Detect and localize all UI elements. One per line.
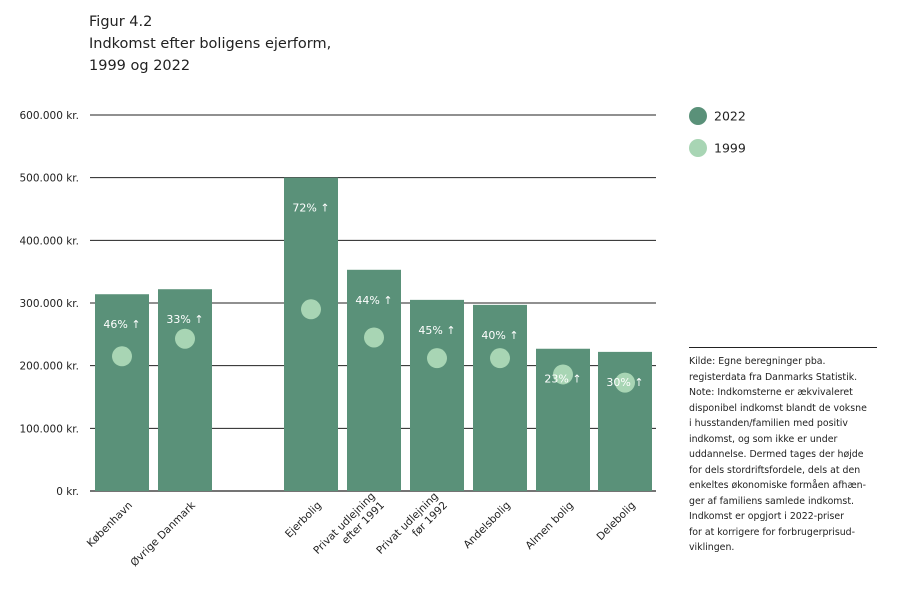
y-tick-label: 600.000 kr. [19, 110, 79, 122]
note-line: viklingen. [689, 542, 735, 553]
bars [95, 177, 652, 491]
bar-2022 [284, 177, 338, 491]
source-note: Kilde: Egne beregninger pba. registerdata… [689, 347, 877, 556]
x-tick-label: København [85, 499, 135, 549]
note-line: ger af familiens samlede indkomst. [689, 495, 854, 507]
x-tick-label: Andelsbolig [461, 499, 513, 551]
growth-annotations: 46% ↑ 33% ↑ 72% ↑ 44% ↑ 45% ↑ 40% ↑ 23% ↑ 30% ↑ [103, 202, 643, 389]
x-tick-label: Ejerbolig [283, 499, 324, 540]
y-tick-label: 200.000 kr. [19, 361, 79, 373]
dot-1999 [364, 327, 384, 348]
x-tick-label: Øvrige Danmark [128, 499, 198, 569]
legend-marker [689, 139, 707, 157]
dot-1999 [112, 346, 132, 367]
legend-label: 1999 [714, 141, 746, 156]
note-line: for at korrigere for forbrugerprisud- [689, 526, 856, 538]
x-tick-label-line: Øvrige Danmark [128, 499, 198, 569]
x-tick-label: Delebolig [594, 499, 637, 542]
y-tick-label: 0 kr. [56, 486, 79, 498]
y-tick-label: 400.000 kr. [19, 235, 79, 247]
x-tick-label-line: København [85, 499, 135, 549]
growth-label: 45% ↑ [418, 324, 455, 337]
bar-2022 [347, 269, 401, 491]
y-tick-label: 500.000 kr. [19, 173, 79, 185]
growth-label: 44% ↑ [355, 294, 392, 307]
x-tick-label-line: Ejerbolig [283, 499, 324, 540]
x-tick-label-line: Andelsbolig [461, 499, 513, 551]
y-tick-label: 100.000 kr. [19, 423, 79, 435]
x-tick-label-line: Delebolig [594, 499, 637, 542]
note-line: Indkomst er opgjort i 2022-priser [689, 511, 844, 522]
growth-label: 30% ↑ [606, 376, 643, 389]
bar-2022 [473, 304, 527, 491]
x-tick-label: Almen bolig [523, 499, 576, 552]
x-tick-label-line: Almen bolig [523, 499, 576, 552]
dot-1999 [301, 299, 321, 320]
bar-2022 [158, 289, 212, 491]
note-line: Kilde: Egne beregninger pba. [689, 356, 826, 367]
figure-label: Figur 4.2 [89, 14, 153, 30]
legend-label: 2022 [714, 109, 746, 124]
title-line-1: Indkomst efter boligens ejerform, [89, 36, 332, 52]
bar-2022 [410, 299, 464, 491]
bar-2022 [95, 294, 149, 491]
growth-label: 40% ↑ [481, 329, 518, 342]
dot-1999 [553, 364, 573, 385]
note-line: registerdata fra Danmarks Statistik. [689, 371, 858, 383]
note-line: Note: Indkomsterne er ækvivaleret [689, 387, 853, 398]
growth-label: 23% ↑ [544, 373, 581, 386]
dot-1999 [615, 372, 635, 393]
legend-marker [689, 107, 707, 125]
note-line: for dels stordriftsfordele, dels at den [689, 464, 861, 476]
dot-1999 [175, 328, 195, 349]
note-line: i husstanden/familien med positiv [689, 418, 848, 429]
note-line: enkeltes økonomiske formåen afhæn- [689, 480, 867, 491]
growth-label: 46% ↑ [103, 318, 140, 331]
y-tick-label: 300.000 kr. [19, 298, 79, 310]
note-line: uddannelse. Dermed tages der højde [689, 449, 864, 460]
note-line: indkomst, og som ikke er under [689, 433, 838, 445]
growth-label: 72% ↑ [292, 202, 329, 215]
legend: 2022 1999 [689, 107, 746, 157]
dot-1999 [427, 348, 447, 369]
growth-label: 33% ↑ [166, 313, 203, 326]
dots-1999 [112, 299, 635, 393]
chart-title: Figur 4.2 Indkomst efter boligens ejerfo… [89, 11, 331, 77]
dot-1999 [490, 348, 510, 369]
note-line: disponibel indkomst blandt de voksne [689, 402, 867, 414]
title-line-2: 1999 og 2022 [89, 58, 191, 74]
